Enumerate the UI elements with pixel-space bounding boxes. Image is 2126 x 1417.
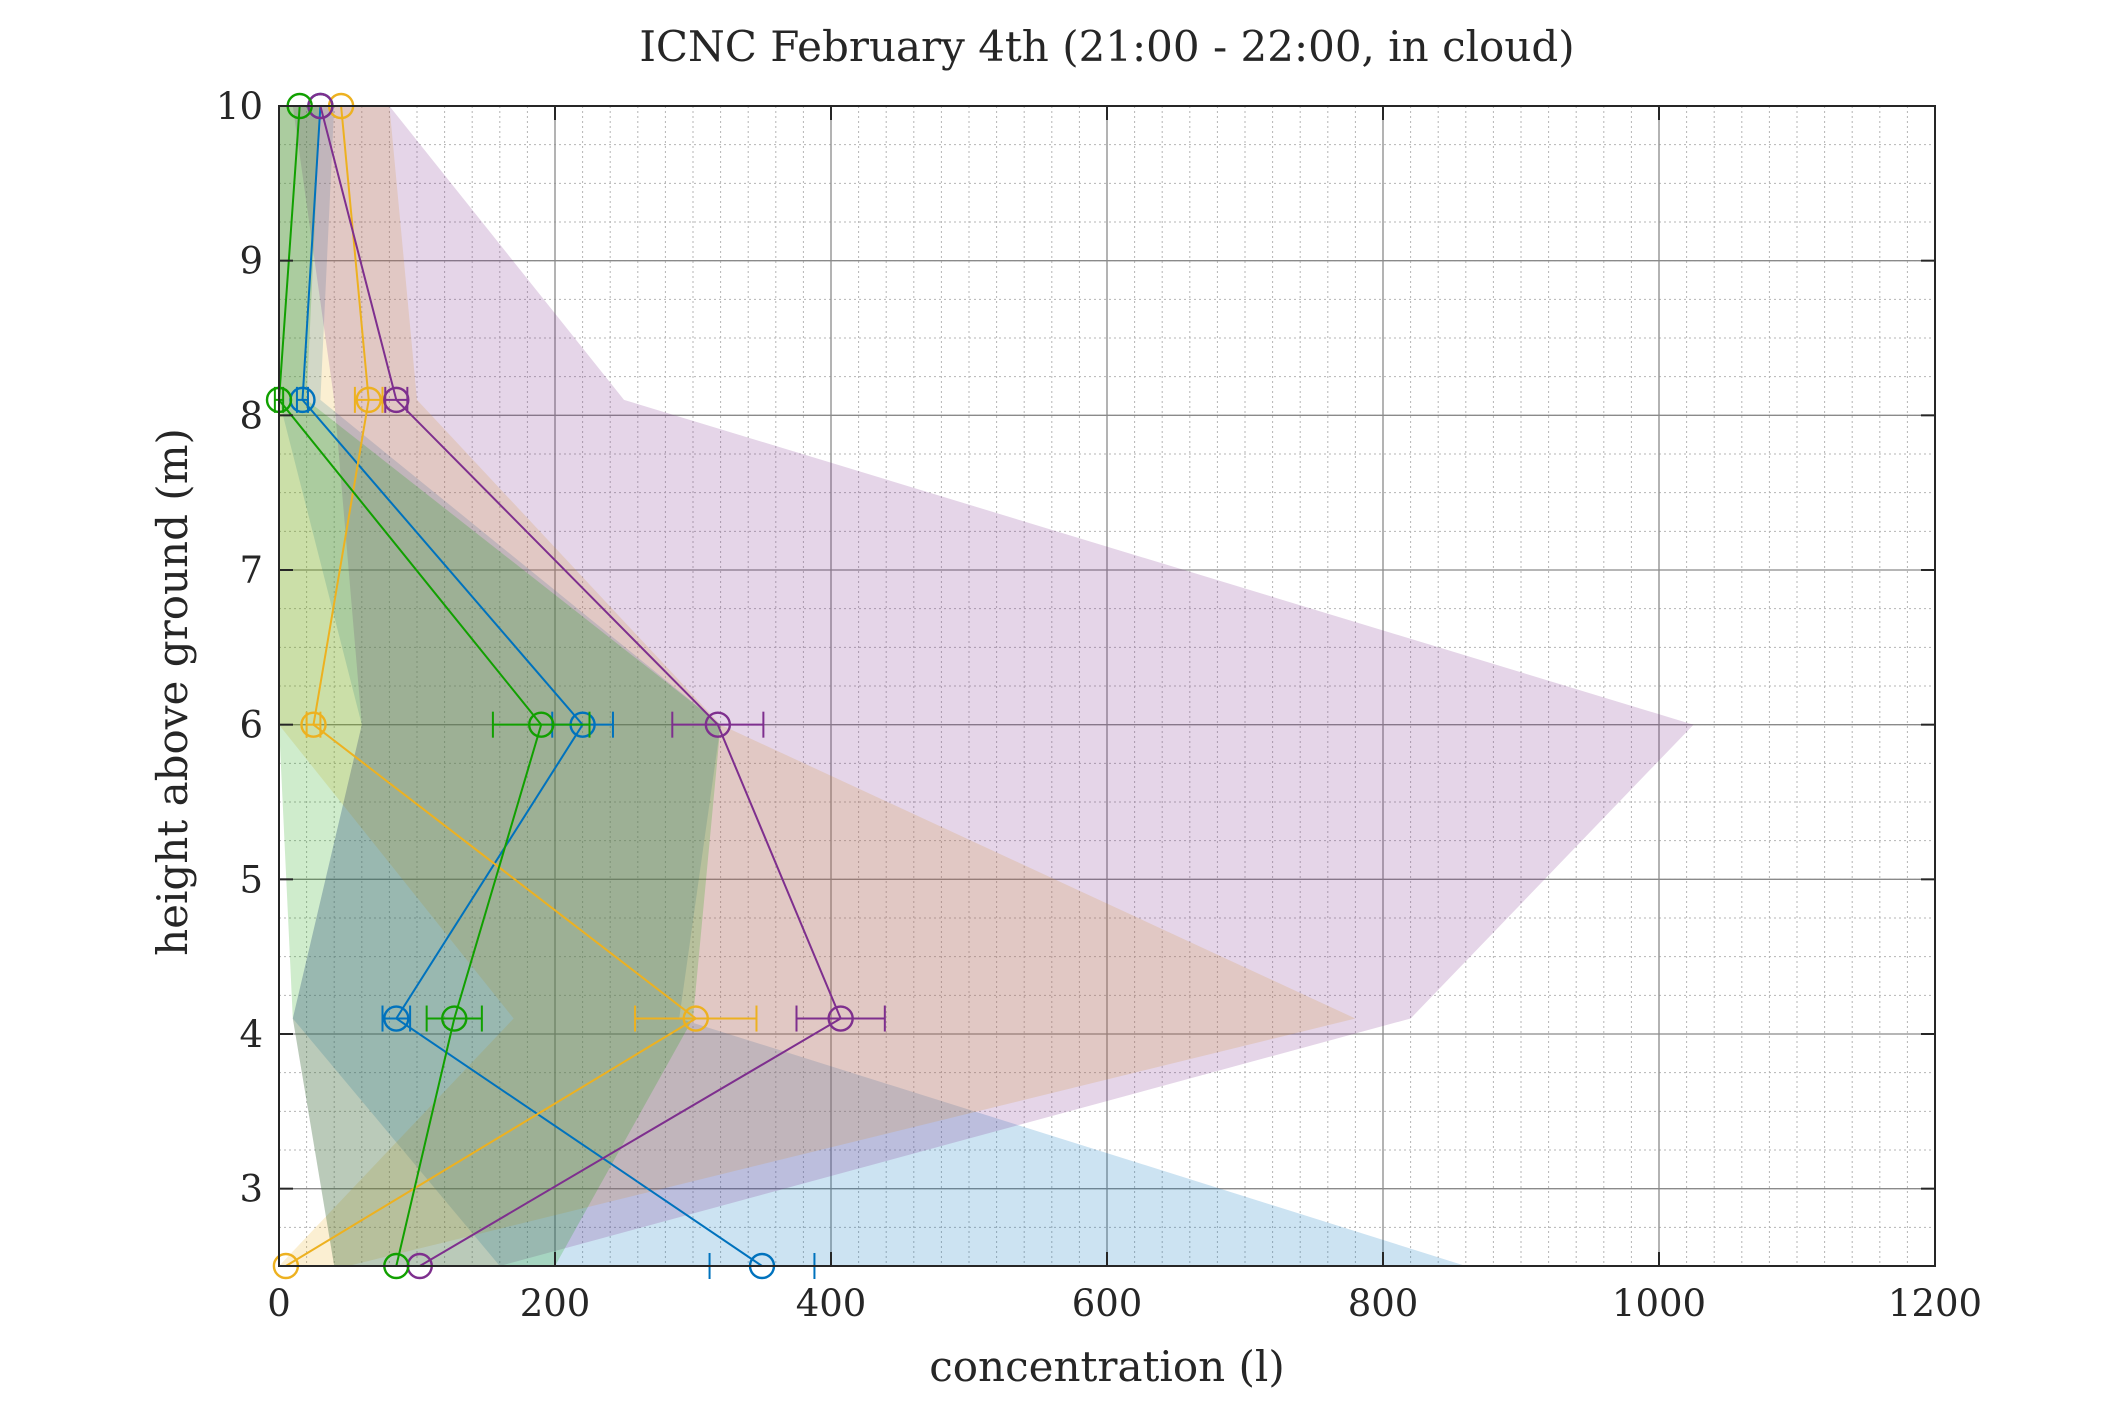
x-tick-label: 800 bbox=[1348, 1282, 1419, 1325]
y-tick-label: 6 bbox=[239, 704, 263, 747]
data-point bbox=[383, 386, 410, 414]
y-tick-label: 10 bbox=[216, 85, 263, 128]
series-band bbox=[279, 106, 1356, 1266]
y-tick-label: 5 bbox=[239, 858, 263, 901]
data-point bbox=[300, 711, 327, 738]
x-tick-label: 200 bbox=[520, 1282, 591, 1325]
x-axis-label: concentration (l) bbox=[929, 1342, 1284, 1391]
axes bbox=[278, 105, 1936, 1267]
data-point bbox=[383, 1005, 410, 1032]
data-point bbox=[682, 1005, 709, 1032]
data-point bbox=[704, 711, 732, 738]
x-tick-label: 0 bbox=[267, 1282, 291, 1325]
data-point bbox=[827, 1005, 854, 1032]
x-tick-label: 1000 bbox=[1612, 1282, 1706, 1325]
chart-title: ICNC February 4th (21:00 - 22:00, in clo… bbox=[639, 22, 1574, 71]
series-band bbox=[292, 106, 1694, 1266]
x-tick-label: 400 bbox=[796, 1282, 867, 1325]
y-tick-label: 8 bbox=[239, 394, 263, 437]
y-tick-label: 7 bbox=[239, 549, 263, 592]
x-tick-label: 1200 bbox=[1888, 1282, 1982, 1325]
series-band bbox=[279, 106, 1466, 1266]
series-lines bbox=[265, 92, 886, 1280]
x-tick-label: 600 bbox=[1072, 1282, 1143, 1325]
data-point bbox=[355, 386, 382, 414]
shaded-bands bbox=[279, 106, 1694, 1266]
y-tick-label: 3 bbox=[239, 1168, 263, 1211]
y-tick-label: 4 bbox=[239, 1013, 263, 1056]
data-point bbox=[528, 711, 555, 738]
tick-labels: 0 200 400 600 800 1000 1200 3 4 5 6 7 8 9 10 bbox=[216, 85, 1982, 1325]
data-point bbox=[441, 1005, 468, 1032]
y-tick-label: 9 bbox=[239, 240, 263, 283]
series-band bbox=[279, 106, 721, 1266]
y-axis-label: height above ground (m) bbox=[148, 428, 197, 956]
